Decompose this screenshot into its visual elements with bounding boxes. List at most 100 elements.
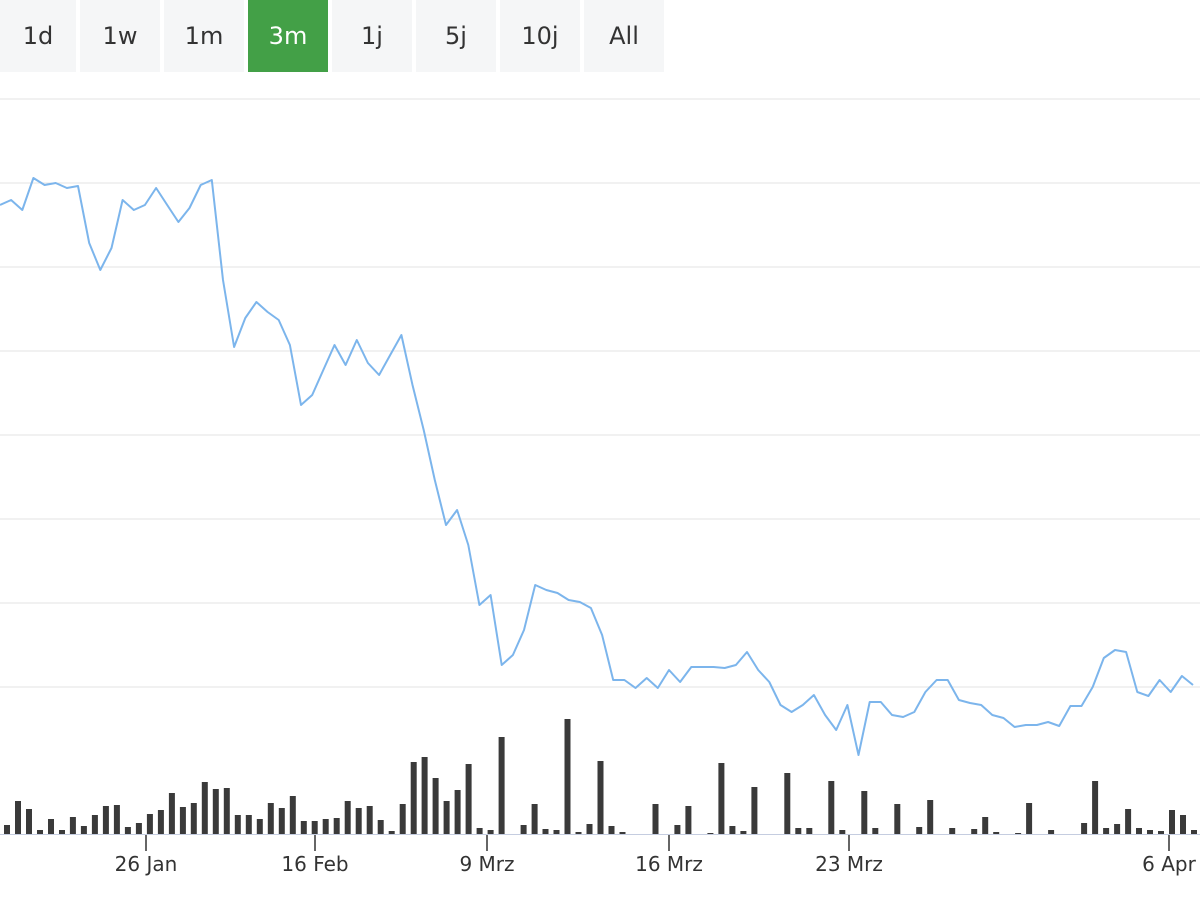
volume-bar — [597, 761, 604, 834]
volume-bar — [784, 773, 791, 834]
volume-bar — [795, 828, 802, 834]
volume-bar — [1125, 809, 1132, 834]
volume-bar — [168, 793, 175, 834]
x-axis: 26 Jan 16 Feb 9 Mrz 16 Mrz 23 Mrz 6 Apr — [115, 835, 1197, 876]
volume-bar — [531, 804, 538, 834]
range-button-1j[interactable]: 1j — [332, 0, 412, 72]
volume-bar — [300, 821, 307, 834]
volume-bar — [740, 831, 747, 834]
range-button-all[interactable]: All — [584, 0, 664, 72]
volume-bar — [542, 829, 549, 834]
volume-bar — [894, 804, 901, 834]
volume-bar — [553, 830, 560, 834]
volume-bar — [949, 828, 956, 834]
volume-bar — [1048, 830, 1055, 834]
volume-bar — [190, 803, 197, 834]
volume-bar — [707, 833, 714, 834]
volume-bar — [4, 825, 10, 834]
x-tick-label: 6 Apr — [1142, 852, 1196, 876]
volume-bar — [927, 800, 934, 834]
range-button-5j[interactable]: 5j — [416, 0, 496, 72]
volume-bar — [1180, 815, 1186, 834]
volume-bar — [80, 826, 87, 834]
volume-bar — [1169, 810, 1175, 834]
volume-bar — [652, 804, 659, 834]
volume-bar — [179, 807, 186, 834]
volume-bar — [916, 827, 923, 834]
range-button-1w[interactable]: 1w — [80, 0, 160, 72]
volume-bar — [245, 815, 252, 834]
volume-bar — [1191, 830, 1197, 834]
volume-bar — [113, 805, 120, 834]
volume-bar — [344, 801, 351, 834]
range-button-10j[interactable]: 10j — [500, 0, 580, 72]
volume-bar — [575, 832, 582, 834]
volume-bar — [861, 791, 868, 834]
price-series — [0, 177, 1194, 756]
volume-bar — [69, 817, 76, 834]
volume-bar — [872, 828, 879, 834]
volume-bar — [971, 829, 978, 834]
range-button-3m[interactable]: 3m — [248, 0, 328, 72]
volume-bar — [355, 808, 362, 834]
volume-bar — [267, 803, 274, 834]
volume-bar — [410, 762, 417, 834]
volume-bar — [135, 823, 142, 834]
chart-grid — [0, 98, 1200, 835]
volume-bar — [289, 796, 296, 834]
volume-bars — [4, 719, 1197, 834]
volume-bar — [256, 819, 263, 834]
x-tick-label: 16 Feb — [281, 852, 348, 876]
volume-bar — [48, 819, 54, 834]
volume-bar — [1026, 803, 1033, 834]
volume-bar — [586, 824, 593, 834]
volume-bar — [1114, 824, 1121, 834]
volume-bar — [498, 737, 505, 834]
volume-bar — [718, 763, 725, 834]
volume-bar — [388, 831, 395, 834]
volume-bar — [102, 806, 109, 834]
volume-bar — [751, 787, 758, 834]
volume-bar — [37, 830, 43, 834]
volume-bar — [124, 827, 131, 834]
volume-bar — [26, 809, 32, 834]
volume-bar — [993, 832, 1000, 834]
volume-bar — [564, 719, 571, 834]
volume-bar — [608, 826, 615, 834]
volume-bar — [1081, 823, 1088, 834]
volume-bar — [212, 789, 219, 834]
volume-bar — [157, 810, 164, 834]
x-tick-label: 26 Jan — [115, 852, 178, 876]
volume-bar — [59, 830, 65, 834]
volume-bar — [465, 764, 472, 834]
volume-bar — [366, 806, 373, 834]
volume-bar — [674, 825, 681, 834]
volume-bar — [520, 825, 527, 834]
volume-bar — [399, 804, 406, 834]
volume-bar — [1136, 828, 1142, 834]
volume-bar — [278, 808, 285, 834]
volume-bar — [619, 832, 626, 834]
volume-bar — [234, 815, 241, 834]
volume-bar — [1092, 781, 1099, 834]
volume-bar — [1158, 831, 1164, 834]
volume-bar — [322, 819, 329, 834]
volume-bar — [487, 830, 494, 834]
volume-bar — [333, 818, 340, 834]
volume-bar — [685, 806, 692, 834]
volume-bar — [421, 757, 428, 834]
range-button-1m[interactable]: 1m — [164, 0, 244, 72]
volume-bar — [1015, 833, 1022, 834]
volume-bar — [91, 815, 98, 834]
price-line — [0, 177, 1194, 756]
range-selector: 1d 1w 1m 3m 1j 5j 10j All — [0, 0, 668, 72]
volume-bar — [1103, 828, 1110, 834]
volume-bar — [839, 830, 846, 834]
volume-bar — [454, 790, 461, 834]
volume-bar — [311, 821, 318, 834]
range-button-1d[interactable]: 1d — [0, 0, 76, 72]
volume-bar — [806, 828, 813, 834]
volume-bar — [377, 820, 384, 834]
volume-bar — [432, 778, 439, 834]
